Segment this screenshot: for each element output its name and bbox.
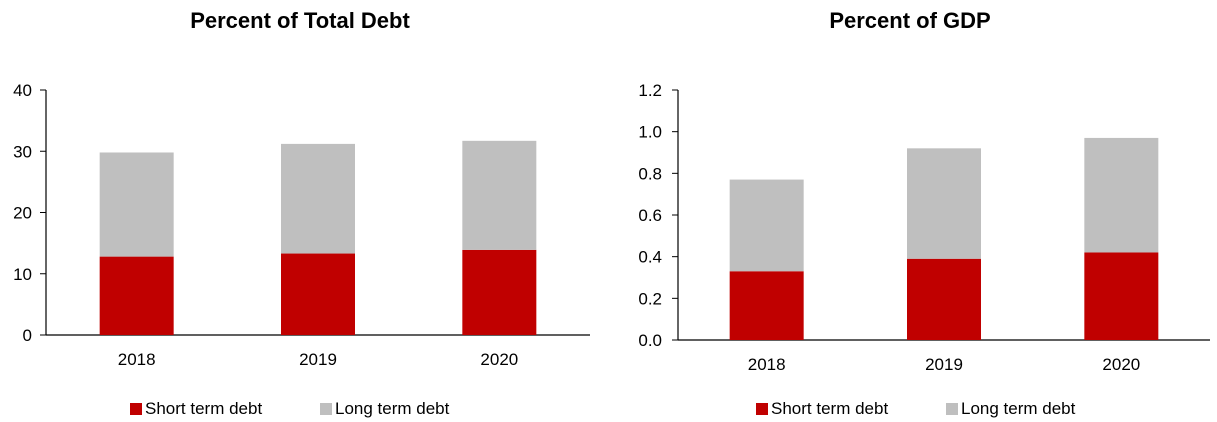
legend-label: Long term debt xyxy=(961,399,1076,418)
y-tick-label: 1.0 xyxy=(638,123,662,142)
legend-swatch xyxy=(320,403,332,415)
y-tick-label: 0.8 xyxy=(638,164,662,183)
bar-short-term-debt xyxy=(1084,252,1159,340)
bar-short-term-debt xyxy=(281,253,355,335)
x-tick-label: 2020 xyxy=(480,350,518,369)
x-tick-label: 2018 xyxy=(118,350,156,369)
legend-label: Short term debt xyxy=(145,399,262,418)
bar-long-term-debt xyxy=(281,143,355,254)
legend-swatch xyxy=(946,403,958,415)
y-tick-label: 1.2 xyxy=(638,81,662,100)
legend-swatch xyxy=(756,403,768,415)
y-tick-label: 0 xyxy=(23,326,32,345)
chart-canvas: 0.0 0.2 0.4 0.6 0.8 1.0 1.2 2018 2019 2020 Short t… xyxy=(638,81,1210,418)
chart-percent-of-total-debt: Percent of Total Debt 0 10 20 30 40 2018 2019 2… xyxy=(0,0,600,422)
bar-short-term-debt xyxy=(907,258,981,340)
bar-short-term-debt xyxy=(99,256,174,335)
x-tick-label: 2019 xyxy=(925,355,963,374)
x-tick-label: 2020 xyxy=(1102,355,1140,374)
bar-long-term-debt xyxy=(1084,137,1159,253)
bar-short-term-debt xyxy=(729,271,804,340)
y-tick-label: 0.4 xyxy=(638,248,662,267)
y-tick-label: 0.2 xyxy=(638,289,662,308)
y-tick-label: 30 xyxy=(13,142,32,161)
y-tick-label: 40 xyxy=(13,81,32,100)
bar-long-term-debt xyxy=(729,179,804,272)
x-tick-label: 2018 xyxy=(748,355,786,374)
chart-title: Percent of GDP xyxy=(829,8,991,33)
chart-title: Percent of Total Debt xyxy=(190,8,410,33)
bar-long-term-debt xyxy=(99,152,174,257)
y-tick-label: 10 xyxy=(13,265,32,284)
legend-label: Short term debt xyxy=(771,399,888,418)
chart-canvas: 0 10 20 30 40 2018 2019 2020 Short term debt Long… xyxy=(13,81,590,418)
legend-swatch xyxy=(130,403,142,415)
y-tick-label: 20 xyxy=(13,204,32,223)
x-tick-label: 2019 xyxy=(299,350,337,369)
chart-percent-of-gdp: Percent of GDP 0.0 0.2 0.4 0.6 0.8 1.0 1.2 2018… xyxy=(610,0,1210,422)
y-tick-label: 0.6 xyxy=(638,206,662,225)
bar-long-term-debt xyxy=(462,140,537,250)
y-tick-label: 0.0 xyxy=(638,331,662,350)
bar-long-term-debt xyxy=(907,148,981,259)
legend-label: Long term debt xyxy=(335,399,450,418)
bar-short-term-debt xyxy=(462,249,537,335)
